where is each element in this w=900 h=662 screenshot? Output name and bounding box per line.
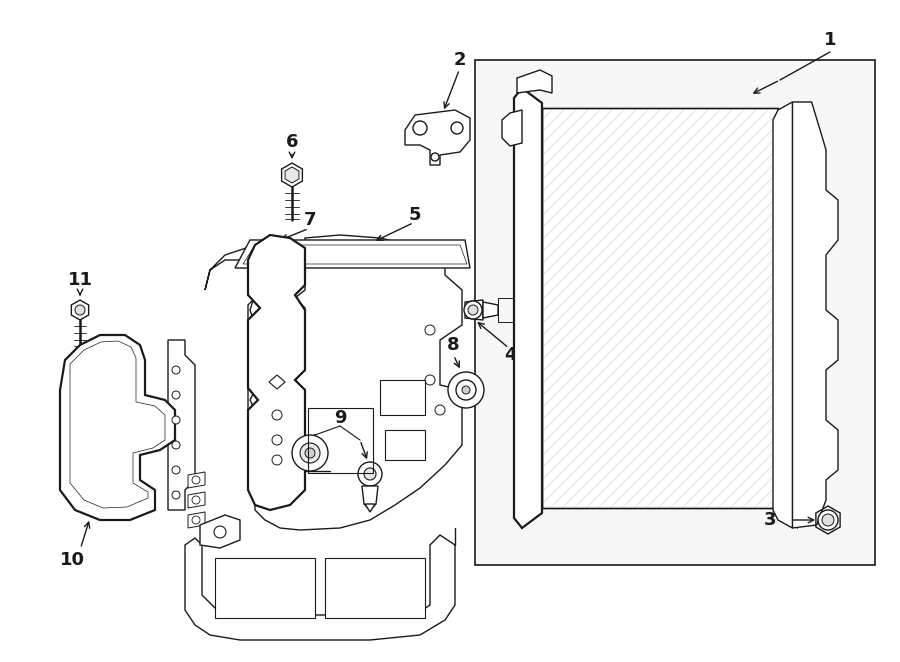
Polygon shape: [282, 163, 302, 187]
Circle shape: [413, 121, 427, 135]
Circle shape: [172, 466, 180, 474]
Polygon shape: [517, 70, 552, 93]
Polygon shape: [168, 340, 195, 510]
Circle shape: [451, 122, 463, 134]
Polygon shape: [188, 472, 205, 488]
Circle shape: [192, 516, 200, 524]
Circle shape: [818, 510, 838, 530]
Circle shape: [75, 305, 85, 315]
Circle shape: [172, 416, 180, 424]
Bar: [215, 558, 315, 618]
Polygon shape: [483, 302, 498, 318]
Polygon shape: [362, 486, 378, 510]
Bar: [475, 60, 875, 565]
Polygon shape: [502, 110, 522, 146]
Circle shape: [435, 405, 445, 415]
Bar: [542, 108, 778, 508]
Polygon shape: [185, 535, 455, 640]
Polygon shape: [200, 515, 240, 548]
Circle shape: [364, 468, 376, 480]
Circle shape: [305, 448, 315, 458]
Polygon shape: [205, 235, 462, 530]
Polygon shape: [188, 512, 205, 528]
Polygon shape: [465, 300, 483, 320]
Polygon shape: [248, 235, 305, 510]
Text: 11: 11: [68, 271, 93, 289]
Polygon shape: [773, 102, 792, 528]
Circle shape: [172, 441, 180, 449]
Polygon shape: [792, 102, 838, 528]
Text: 9: 9: [334, 409, 346, 427]
Polygon shape: [514, 88, 542, 528]
Circle shape: [448, 372, 484, 408]
Bar: [385, 430, 425, 460]
Circle shape: [272, 435, 282, 445]
Bar: [325, 558, 425, 618]
Text: 7: 7: [304, 211, 316, 229]
Circle shape: [192, 496, 200, 504]
Text: 10: 10: [59, 551, 85, 569]
Bar: [308, 408, 373, 473]
Polygon shape: [71, 300, 89, 320]
Text: 5: 5: [409, 206, 421, 224]
Text: 8: 8: [446, 336, 459, 354]
Circle shape: [292, 435, 328, 471]
Circle shape: [172, 491, 180, 499]
Polygon shape: [285, 167, 299, 183]
Circle shape: [464, 301, 482, 319]
Text: 2: 2: [454, 51, 466, 69]
Circle shape: [172, 391, 180, 399]
Circle shape: [272, 410, 282, 420]
Circle shape: [425, 375, 435, 385]
Circle shape: [300, 443, 320, 463]
Polygon shape: [188, 492, 205, 508]
Text: 3: 3: [764, 511, 776, 529]
Polygon shape: [235, 240, 470, 268]
Circle shape: [358, 462, 382, 486]
Polygon shape: [60, 335, 175, 520]
Circle shape: [462, 386, 470, 394]
Text: 4: 4: [504, 346, 517, 364]
Circle shape: [214, 526, 226, 538]
Circle shape: [468, 305, 478, 315]
Circle shape: [456, 380, 476, 400]
Polygon shape: [405, 110, 470, 165]
Polygon shape: [269, 375, 285, 389]
Bar: [380, 380, 425, 415]
Circle shape: [192, 476, 200, 484]
Text: 1: 1: [824, 31, 836, 49]
Circle shape: [272, 455, 282, 465]
Circle shape: [431, 153, 439, 161]
Polygon shape: [365, 504, 375, 512]
Circle shape: [172, 366, 180, 374]
Bar: [542, 108, 778, 508]
Circle shape: [822, 514, 834, 526]
Text: 6: 6: [286, 133, 298, 151]
Circle shape: [425, 325, 435, 335]
